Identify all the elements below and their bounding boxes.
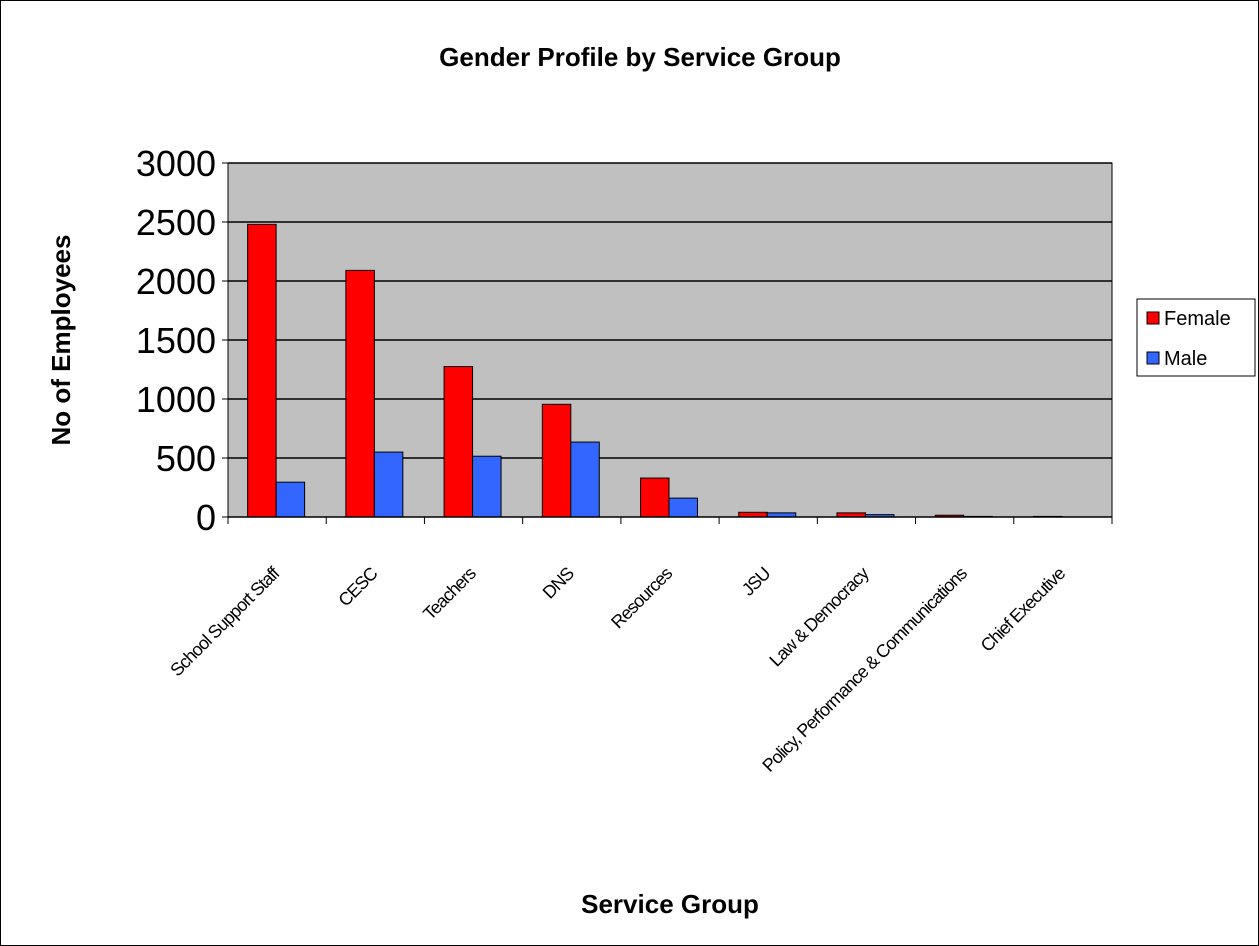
bar-male-3: [570, 441, 600, 518]
bar-male-4: [668, 497, 699, 518]
legend-swatch-female: [1146, 311, 1160, 325]
bar-female-1: [345, 269, 375, 518]
y-tick-labels: 0 500 1000 1500 2000 2500 3000: [136, 143, 216, 538]
x-tick-labels: School Support Staff CESC Teachers DNS Resou…: [166, 562, 1069, 775]
bar-female-3: [541, 403, 572, 518]
axes: [227, 516, 1113, 524]
x-tick-label: CESC: [334, 563, 381, 610]
x-tick-label: Teachers: [419, 563, 480, 624]
x-axis-title: Service Group: [581, 889, 759, 919]
x-tick-label: School Support Staff: [166, 562, 284, 680]
y-axis-title: No of Employees: [46, 235, 76, 446]
y-tick-label: 3000: [136, 143, 216, 184]
x-tick-label: Law & Democracy: [765, 563, 873, 671]
legend: Female Male: [1136, 298, 1256, 377]
legend-label-male: Male: [1164, 348, 1207, 370]
x-tick-label: Policy, Performance & Communications: [758, 563, 971, 776]
y-tick-label: 2500: [136, 202, 216, 243]
x-tick-label: JSU: [738, 564, 774, 600]
chart-title: Gender Profile by Service Group: [439, 42, 841, 72]
bar-female-4: [640, 477, 670, 518]
bar-male-2: [472, 455, 502, 518]
y-tick-label: 2000: [136, 261, 216, 302]
y-tick-label: 500: [156, 438, 216, 479]
legend-label-female: Female: [1164, 308, 1231, 330]
bar-female-2: [443, 366, 474, 518]
bar-male-1: [373, 451, 404, 518]
y-tick-label: 0: [196, 497, 216, 538]
bar-female-0: [247, 223, 277, 518]
x-tick-label: DNS: [539, 563, 579, 603]
y-tick-label: 1000: [136, 379, 216, 420]
x-tick-label: Resources: [607, 563, 676, 632]
y-tick-label: 1500: [136, 320, 216, 361]
x-tick-label: Chief Executive: [977, 563, 1070, 656]
legend-swatch-male: [1146, 351, 1160, 365]
bar-male-0: [275, 481, 306, 518]
